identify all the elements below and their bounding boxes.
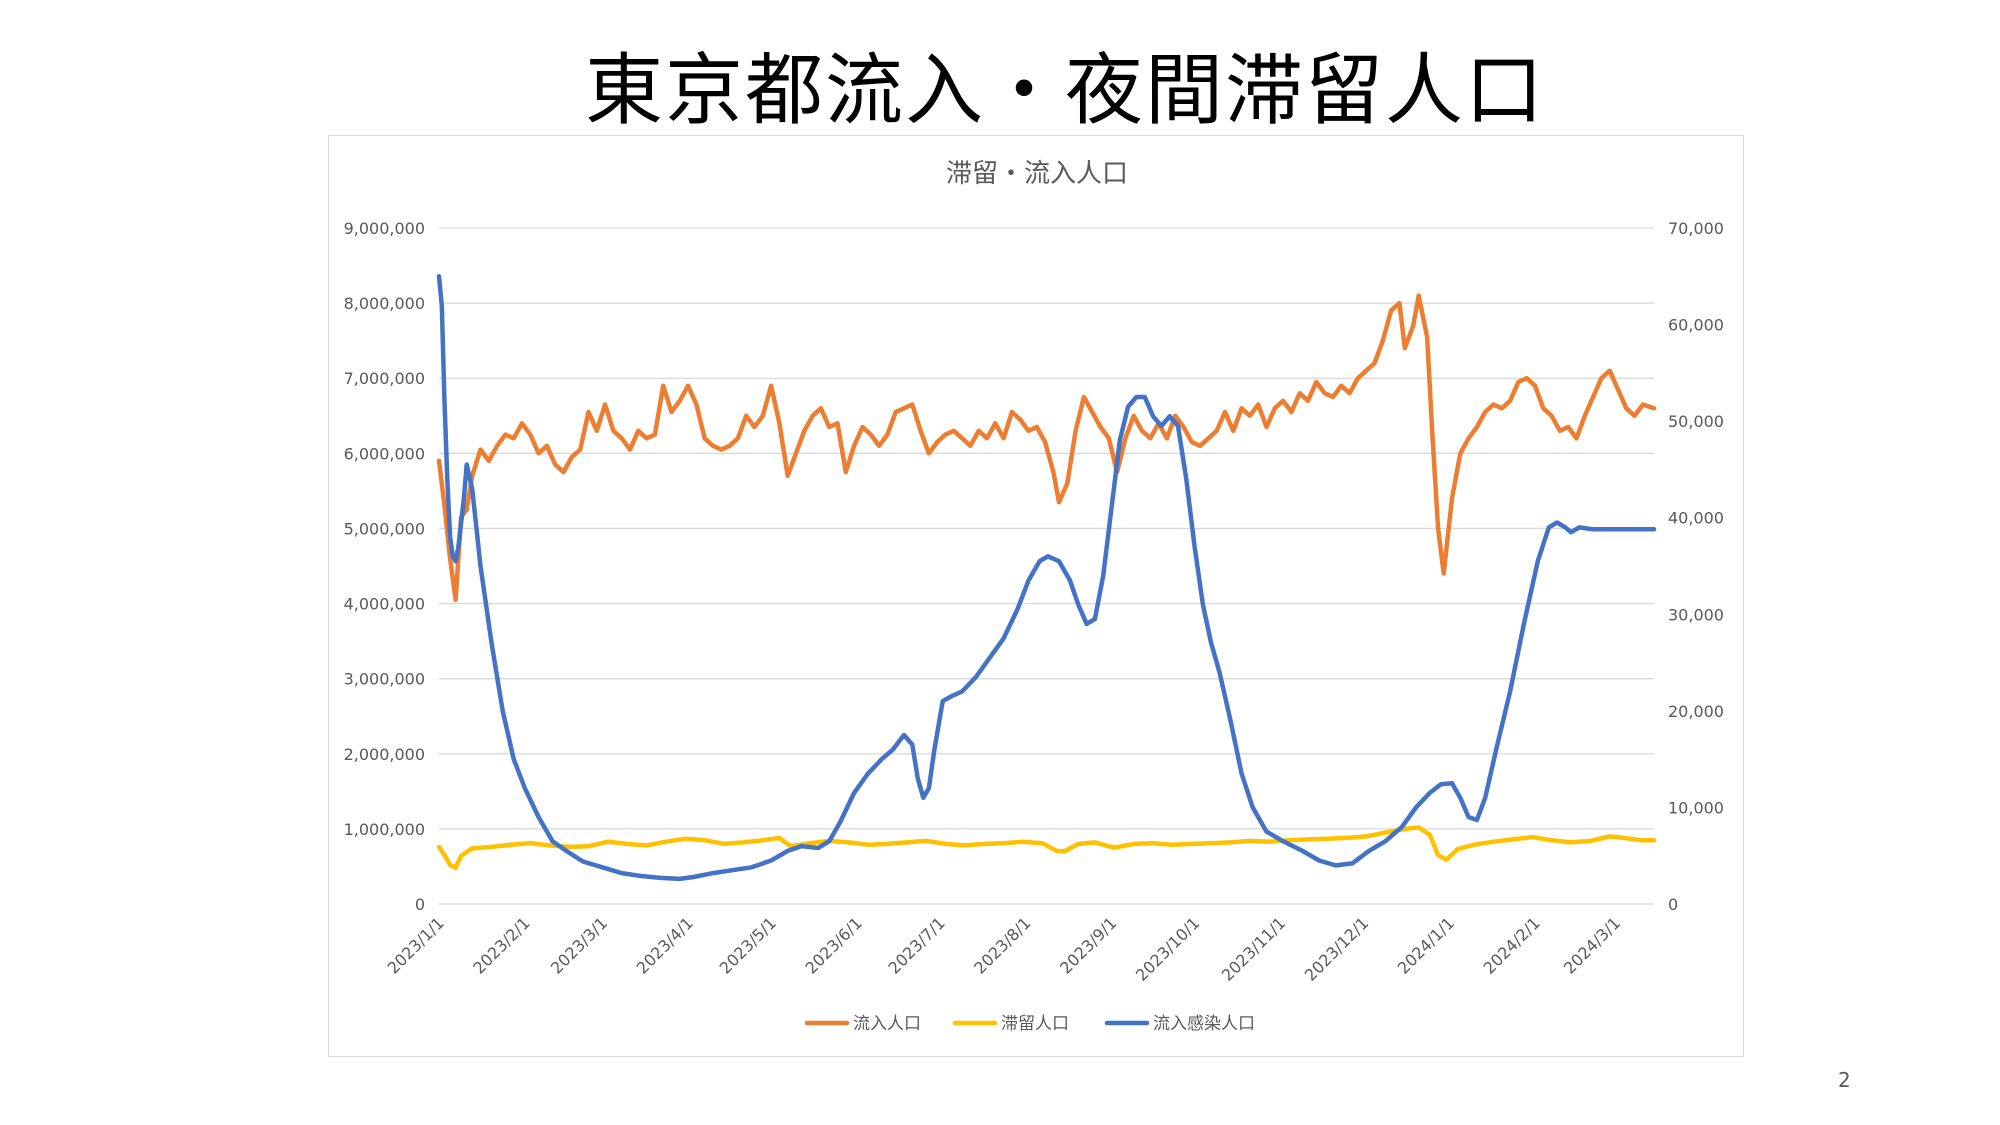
x-tick-label: 2023/1/1 [384, 913, 448, 977]
x-tick-label: 2023/5/1 [716, 913, 780, 977]
x-tick-label: 2023/2/1 [469, 913, 533, 977]
x-tick-label: 2024/1/1 [1394, 913, 1458, 977]
x-tick-label: 2023/11/1 [1218, 913, 1289, 984]
y-right-tick-label: 50,000 [1668, 412, 1724, 431]
y-left-tick-label: 6,000,000 [344, 444, 425, 463]
slide-title: 東京都流入・夜間滞留人口 [584, 46, 1545, 136]
series-lines [436, 274, 1657, 882]
legend: 流入人口 滞留人口 流入感染人口 [804, 1014, 1255, 1034]
chart-title: 滞留・流入人口 [946, 159, 1128, 189]
line-chart: 滞留・流入人口 0 1,000,000 2,000,000 3,000,000 4,00… [344, 159, 1724, 1034]
x-tick-label: 2024/3/1 [1560, 913, 1624, 977]
x-tick-label: 2023/12/1 [1301, 913, 1372, 984]
x-tick-label: 2023/8/1 [970, 913, 1034, 977]
x-tick-label: 2023/9/1 [1056, 913, 1120, 977]
x-tick-label: 2023/3/1 [547, 913, 611, 977]
legend-item: 流入感染人口 [1104, 1014, 1255, 1034]
y-left-tick-label: 1,000,000 [344, 820, 425, 839]
series-line [436, 274, 1657, 882]
x-tick-label: 2023/6/1 [801, 913, 865, 977]
y-left-tick-label: 0 [415, 895, 425, 914]
axis-ticks: 0 1,000,000 2,000,000 3,000,000 4,000,000 5,0… [344, 219, 1724, 985]
y-right-tick-label: 20,000 [1668, 702, 1724, 721]
y-left-tick-label: 4,000,000 [344, 595, 425, 614]
y-right-tick-label: 0 [1668, 895, 1678, 914]
y-right-tick-label: 40,000 [1668, 509, 1724, 528]
legend-label: 滞留人口 [1001, 1014, 1069, 1034]
legend-label: 流入人口 [853, 1014, 921, 1034]
legend-item: 流入人口 [804, 1014, 921, 1034]
y-left-tick-label: 5,000,000 [344, 519, 425, 538]
series-line [436, 293, 1657, 603]
y-right-tick-label: 30,000 [1668, 605, 1724, 624]
y-left-tick-label: 9,000,000 [344, 219, 425, 238]
series-line [436, 825, 1657, 871]
page-number: 2 [1838, 1068, 1851, 1092]
x-tick-label: 2023/10/1 [1132, 913, 1203, 984]
y-left-tick-label: 3,000,000 [344, 670, 425, 689]
gridlines [439, 227, 1654, 905]
legend-item: 滞留人口 [952, 1014, 1069, 1034]
y-right-tick-label: 70,000 [1668, 219, 1724, 238]
x-tick-label: 2024/2/1 [1480, 913, 1544, 977]
y-right-tick-label: 60,000 [1668, 316, 1724, 335]
x-tick-label: 2023/4/1 [633, 913, 697, 977]
y-left-tick-label: 7,000,000 [344, 369, 425, 388]
y-left-tick-label: 8,000,000 [344, 294, 425, 313]
y-right-tick-label: 10,000 [1668, 798, 1724, 817]
legend-label: 流入感染人口 [1153, 1014, 1255, 1034]
y-left-tick-label: 2,000,000 [344, 745, 425, 764]
x-tick-label: 2023/7/1 [885, 913, 949, 977]
chart-frame: 滞留・流入人口 0 1,000,000 2,000,000 3,000,000 4,00… [328, 135, 1744, 1057]
